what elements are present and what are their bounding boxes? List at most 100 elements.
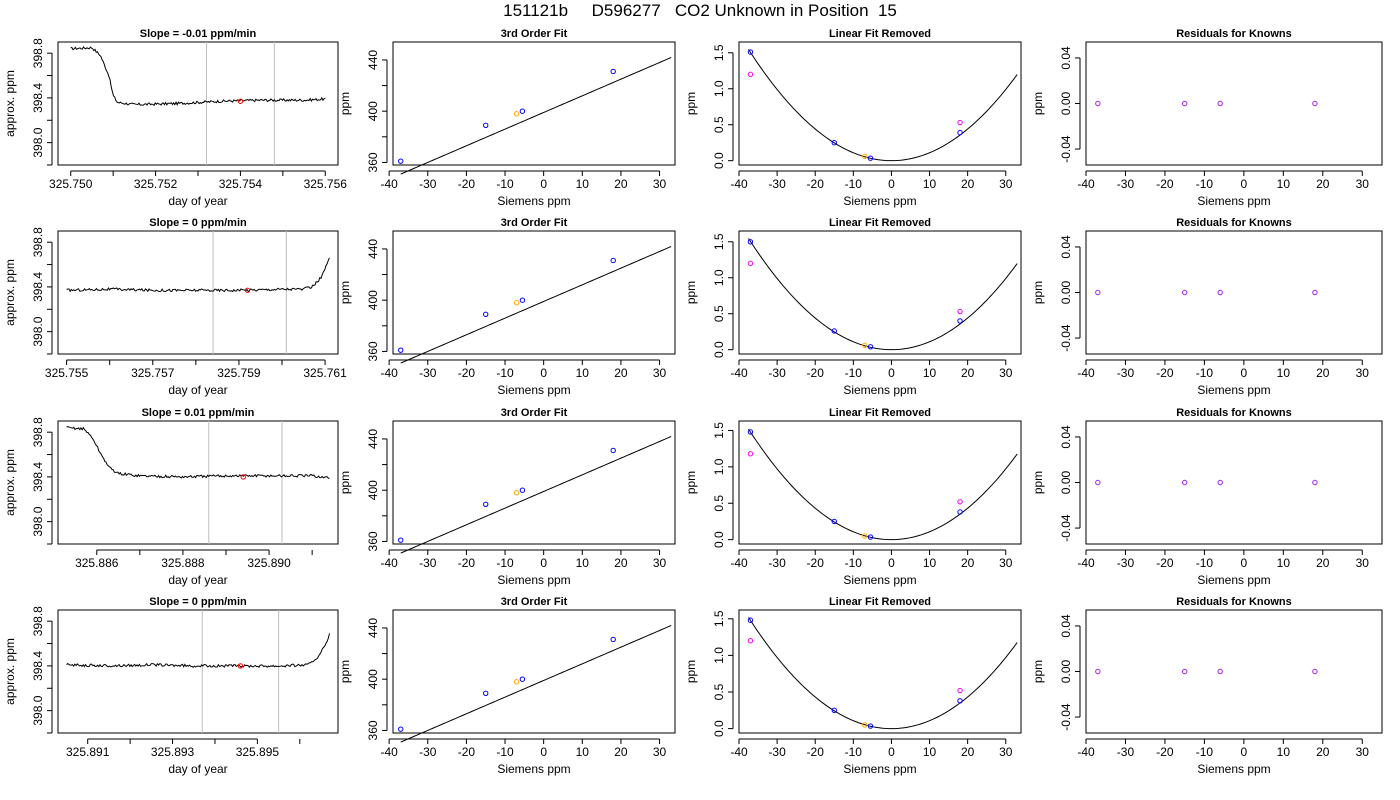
y-tick-label: 398.8: [31, 227, 45, 257]
x-tick-label: 20: [614, 745, 628, 759]
y-tick-label: 440: [366, 618, 380, 638]
x-axis-label: day of year: [168, 573, 227, 587]
x-tick-label: 0: [888, 177, 895, 191]
y-tick-label: 0.00: [1059, 470, 1073, 494]
y-axis-label: ppm: [684, 281, 698, 304]
x-tick-label: -10: [845, 745, 863, 759]
y-axis-label: ppm: [1031, 281, 1045, 304]
x-tick-label: 325.759: [217, 366, 261, 380]
x-tick-label: 20: [1316, 745, 1330, 759]
x-tick-label: 325.891: [66, 745, 110, 759]
x-tick-label: 325.755: [45, 366, 89, 380]
x-tick-label: 325.890: [247, 556, 291, 570]
x-tick-label: 10: [923, 177, 937, 191]
data-point: [862, 153, 868, 160]
x-tick-label: 0: [540, 556, 547, 570]
plot-r3-lin: Linear Fit Removed -40 -30 -20 -10 0 10 20 30 Sie…: [684, 407, 1022, 587]
x-tick-label: 10: [1277, 177, 1291, 191]
x-tick-label: -30: [419, 366, 437, 380]
data-point: [957, 499, 963, 505]
data-point: [244, 287, 251, 293]
data-point: [519, 676, 526, 682]
series-line: [66, 633, 331, 669]
x-tick-label: -40: [1077, 366, 1095, 380]
y-axis-label: approx. ppm: [3, 638, 17, 705]
plot-frame: [392, 230, 676, 355]
x-tick-label: -20: [1156, 177, 1174, 191]
x-tick-label: -10: [496, 177, 514, 191]
x-axis-label: Siemens ppm: [1197, 194, 1270, 208]
data-point: [831, 707, 837, 714]
data-point: [1217, 289, 1223, 296]
plot-r4-ts: Slope = 0 ppm/min 325.891 325.893 325.895 da…: [3, 596, 339, 776]
x-tick-label: -40: [730, 745, 748, 759]
x-tick-label: -30: [419, 177, 437, 191]
plot-frame: [1085, 41, 1383, 166]
data-point: [1181, 668, 1188, 675]
plot-title: 3rd Order Fit: [501, 28, 568, 40]
plot-title: Linear Fit Removed: [829, 28, 931, 40]
y-tick-label: -0.04: [1059, 324, 1073, 352]
x-tick-label: -20: [807, 745, 825, 759]
data-point: [240, 474, 246, 480]
y-tick-label: 398.8: [31, 417, 45, 447]
plot-frame: [1085, 230, 1383, 355]
data-point: [513, 679, 520, 685]
x-tick-label: 0: [540, 745, 547, 759]
x-tick-label: 30: [653, 177, 667, 191]
y-tick-label: 0.5: [712, 305, 726, 322]
x-tick-label: -20: [458, 177, 476, 191]
x-tick-label: -30: [768, 177, 786, 191]
data-point: [957, 308, 963, 315]
y-tick-label: 0.04: [1059, 46, 1073, 70]
plot-frame: [738, 609, 1022, 734]
y-tick-label: 398.0: [31, 695, 45, 725]
plot-title: Slope = 0 ppm/min: [149, 217, 247, 229]
plot-title: Residuals for Knowns: [1176, 217, 1292, 229]
data-point: [519, 108, 526, 114]
x-tick-label: 10: [923, 745, 937, 759]
y-axis-label: ppm: [338, 471, 352, 494]
y-axis-label: approx. ppm: [3, 259, 17, 326]
x-tick-label: -30: [768, 556, 786, 570]
y-tick-label: 1.5: [712, 44, 726, 61]
x-tick-label: -10: [1196, 745, 1214, 759]
plot-title: 3rd Order Fit: [501, 407, 568, 419]
y-tick-label: 0.0: [712, 152, 726, 169]
data-point: [398, 726, 404, 732]
plot-title: Slope = 0 ppm/min: [149, 596, 247, 608]
data-point: [1312, 479, 1318, 486]
x-tick-label: 30: [1356, 177, 1370, 191]
plot-title: Residuals for Knowns: [1176, 596, 1292, 608]
x-tick-label: 0: [888, 745, 895, 759]
y-tick-label: 398.0: [31, 506, 45, 536]
data-point: [1181, 100, 1188, 107]
y-axis-label: ppm: [1031, 660, 1045, 683]
x-tick-label: 10: [1277, 556, 1291, 570]
x-tick-label: 20: [961, 177, 975, 191]
plot-frame: [392, 609, 676, 734]
plot-frame: [57, 420, 339, 545]
data-point: [831, 328, 837, 334]
x-tick-label: -10: [1196, 177, 1214, 191]
x-tick-label: -40: [730, 177, 748, 191]
plot-title: 3rd Order Fit: [501, 596, 568, 608]
x-tick-label: 10: [576, 556, 590, 570]
x-tick-label: 0: [888, 366, 895, 380]
x-tick-label: 325.756: [304, 177, 348, 191]
data-point: [957, 698, 963, 704]
y-tick-label: 398.4: [31, 83, 45, 113]
data-point: [483, 501, 489, 507]
plot-title: Residuals for Knowns: [1176, 407, 1292, 419]
fit-curve: [748, 617, 1018, 730]
x-axis-label: Siemens ppm: [1197, 573, 1270, 587]
data-point: [862, 722, 868, 728]
plot-r1-res: Residuals for Knowns -40 -30 -20 -10 0 10 20 30 S…: [1031, 28, 1383, 208]
x-tick-label: -30: [1117, 556, 1135, 570]
y-tick-label: 400: [366, 480, 380, 500]
data-point: [957, 509, 963, 515]
x-tick-label: -30: [768, 366, 786, 380]
x-axis-label: Siemens ppm: [497, 383, 570, 397]
fit-curve: [400, 57, 672, 175]
data-point: [1312, 668, 1318, 675]
